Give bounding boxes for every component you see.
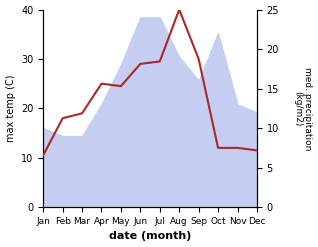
Y-axis label: max temp (C): max temp (C) bbox=[5, 75, 16, 142]
Y-axis label: med. precipitation
(kg/m2): med. precipitation (kg/m2) bbox=[293, 67, 313, 150]
X-axis label: date (month): date (month) bbox=[109, 231, 191, 242]
